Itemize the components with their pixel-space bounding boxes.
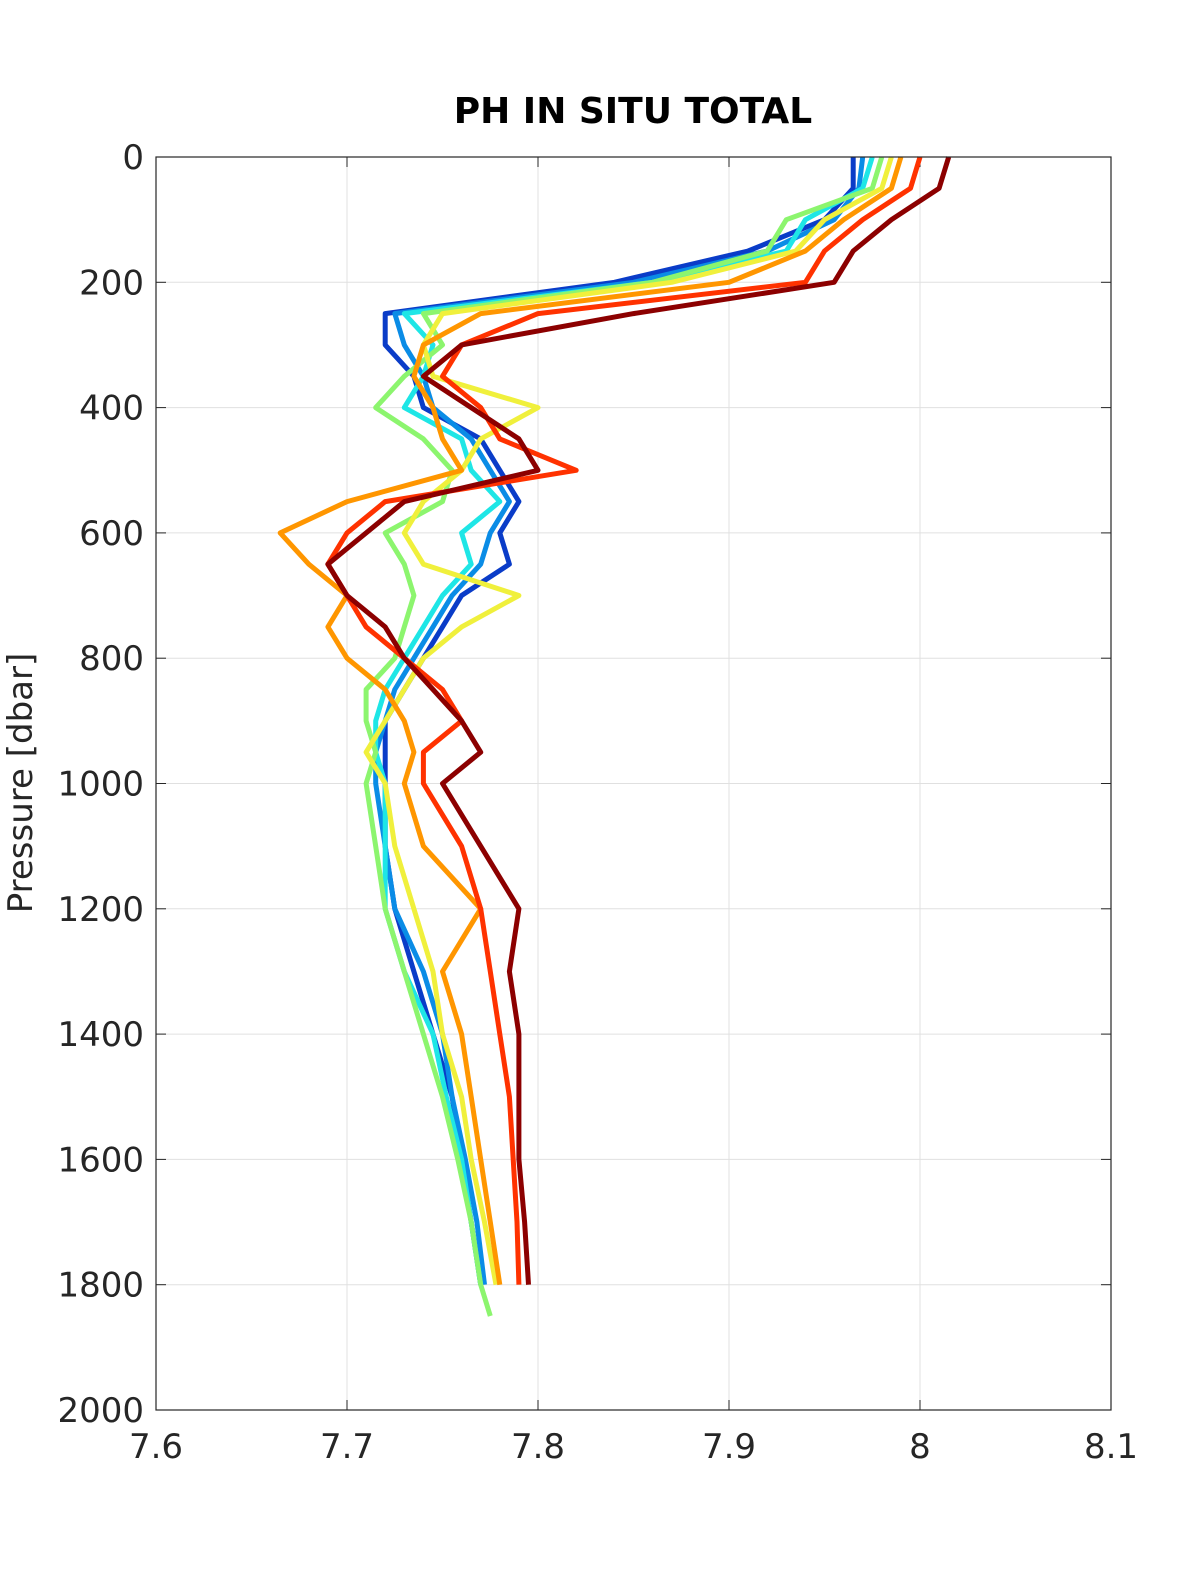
y-tick-label: 1200 xyxy=(57,890,144,930)
plot-frame xyxy=(155,156,1112,1411)
profile-line xyxy=(363,156,894,1286)
chart-title: PH IN SITU TOTAL xyxy=(454,91,812,132)
x-tick-label: 7.6 xyxy=(129,1427,183,1467)
profile-line xyxy=(363,156,885,1317)
y-tick-label: 1000 xyxy=(57,765,144,805)
y-tick-label: 2000 xyxy=(57,1391,144,1431)
x-tick-label: 7.9 xyxy=(702,1427,756,1467)
y-tick-label: 600 xyxy=(79,514,144,554)
profile-line xyxy=(325,156,952,1285)
x-tick-label: 7.8 xyxy=(511,1427,565,1467)
y-tick-label: 1800 xyxy=(57,1266,144,1306)
y-tick-label: 800 xyxy=(79,639,144,679)
y-tick-label: 1400 xyxy=(57,1015,144,1055)
y-tick-label: 400 xyxy=(79,389,144,429)
y-tick-label: 0 xyxy=(122,138,144,178)
y-axis-label: Pressure [dbar] xyxy=(1,653,41,914)
y-tick-label: 1600 xyxy=(57,1140,144,1180)
x-tick-label: 7.7 xyxy=(320,1427,374,1467)
profile-line xyxy=(373,156,875,1286)
x-tick-label: 8 xyxy=(909,1427,931,1467)
x-tick-label: 8.1 xyxy=(1084,1427,1138,1467)
y-tick-label: 200 xyxy=(79,263,144,303)
